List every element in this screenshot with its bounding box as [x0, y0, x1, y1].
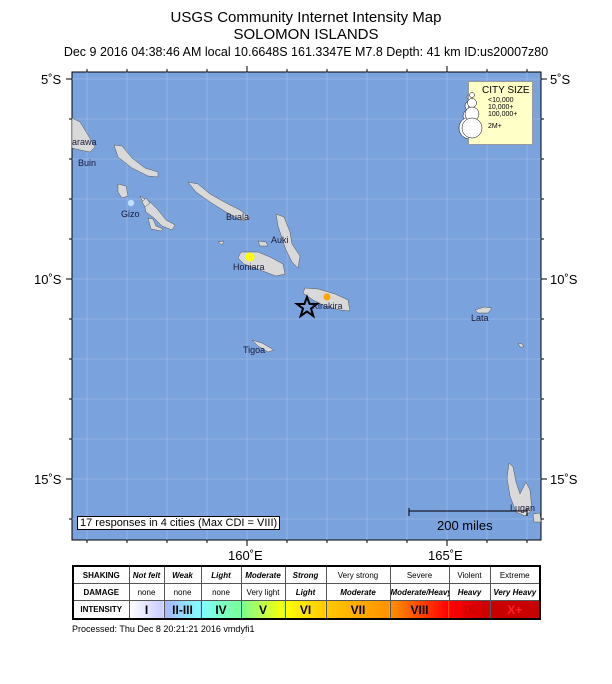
damage-2: none [200, 583, 242, 601]
shaking-2: Light [200, 565, 242, 584]
island-choiseul [113, 144, 159, 178]
shaking-0: Not felt [128, 565, 165, 584]
region-title: SOLOMON ISLANDS [233, 26, 379, 43]
city-size-small: <10,000 [488, 97, 514, 104]
shaking-8: Extreme [489, 565, 541, 584]
lat-label-right-15s: 15˚S [550, 472, 578, 487]
intensity-6: VIII [389, 600, 450, 620]
intensity-legend: SHAKING Not felt Weak Light Moderate Strong Ve… [72, 565, 541, 620]
frame-ticks [66, 66, 547, 546]
intensity-7: IX [448, 600, 491, 620]
island-espiritu-santo [506, 462, 533, 517]
intensity-3: V [240, 600, 286, 620]
shaking-header: SHAKING [72, 565, 130, 584]
lat-label-right-10s: 10˚S [550, 272, 578, 287]
city-size-title: CITY SIZE [482, 85, 530, 96]
island-santa-isabel [187, 181, 251, 222]
city-label-kirakira: Kirakira [312, 301, 343, 311]
ocean [71, 71, 542, 541]
city-label-gizo: Gizo [121, 209, 140, 219]
city-size-2m: 2M+ [488, 123, 502, 130]
shaking-7: Violent [448, 565, 491, 584]
city-label-arawa: arawa [72, 137, 97, 147]
lon-label-160e: 160˚E [228, 548, 263, 563]
intensity-1: II-III [163, 600, 202, 620]
intensity-2: IV [200, 600, 242, 620]
city-label-auki: Auki [271, 235, 289, 245]
city-size-legend: CITY SIZE <10,000 10,000+ 100,000+ 2M+ [468, 81, 533, 145]
island-new-georgia-2 [139, 195, 176, 231]
lon-label-165e: 165˚E [428, 548, 463, 563]
damage-3: Very light [240, 583, 286, 601]
cdi-marker-gizo[interactable] [127, 199, 135, 207]
island-small [517, 342, 525, 348]
shaking-6: Severe [389, 565, 450, 584]
damage-5: Moderate [325, 583, 391, 601]
city-label-lugan: Lugan [510, 503, 536, 513]
damage-4: Light [284, 583, 327, 601]
city-label-buin: Buin [78, 158, 97, 168]
cdi-marker-honiara[interactable] [245, 252, 255, 262]
island-bougainville [71, 117, 96, 153]
island-santa-cruz [474, 306, 493, 314]
shaking-5: Very strong [325, 565, 391, 584]
island-malaita [275, 213, 301, 269]
island-rennell [251, 339, 275, 353]
land [71, 117, 542, 523]
damage-7: Heavy [448, 583, 491, 601]
city-size-10k: 10,000+ [488, 104, 514, 111]
damage-header: DAMAGE [72, 583, 130, 601]
damage-8: Very Heavy [489, 583, 541, 601]
intensity-0: I [128, 600, 165, 620]
lat-label-left-15s: 15˚S [34, 472, 62, 487]
intensity-header: INTENSITY [72, 600, 130, 620]
lat-label-left-10s: 10˚S [34, 272, 62, 287]
shaking-4: Strong [284, 565, 327, 584]
scale-bar [408, 508, 528, 516]
intensity-5: VII [325, 600, 391, 620]
island-new-georgia-1 [117, 183, 129, 199]
city-label-buala: Buala [226, 212, 250, 222]
island-savo [217, 240, 225, 246]
city-label-lata: Lata [471, 313, 489, 323]
cdi-marker-kirakira[interactable] [323, 293, 331, 301]
intensity-row: INTENSITY I II-III IV V VI VII VIII IX X+ [72, 600, 541, 620]
shaking-1: Weak [163, 565, 202, 584]
damage-6: Moderate/Heavy [389, 583, 450, 601]
shaking-3: Moderate [240, 565, 286, 584]
map-title: USGS Community Internet Intensity Map [170, 9, 442, 26]
island-kolombangara [141, 197, 151, 208]
intensity-4: VI [284, 600, 327, 620]
event-info: Dec 9 2016 04:38:46 AM local 10.6648S 16… [63, 45, 549, 59]
responses-summary: 17 responses in 4 cities (Max CDI = VIII… [77, 516, 281, 530]
graticule [72, 72, 541, 540]
island-rendova [147, 217, 164, 232]
processed-timestamp: Processed: Thu Dec 8 20:21:21 2016 vmdyf… [72, 624, 255, 634]
lat-label-right-5s: 5˚S [550, 72, 571, 87]
city-label-honiara: Honiara [233, 262, 265, 272]
damage-row: DAMAGE none none none Very light Light Moderat… [72, 583, 541, 601]
shaking-row: SHAKING Not felt Weak Light Moderate Strong Ve… [72, 565, 541, 584]
island-malakula [532, 512, 542, 523]
island-florida [257, 240, 269, 247]
damage-0: none [128, 583, 165, 601]
damage-1: none [163, 583, 202, 601]
city-size-100k: 100,000+ [488, 111, 518, 118]
scale-label: 200 miles [437, 518, 493, 533]
city-label-tigoa: Tigoa [243, 345, 266, 355]
lat-label-left-5s: 5˚S [41, 72, 62, 87]
epicenter-star-icon [294, 294, 320, 319]
intensity-8: X+ [489, 600, 541, 620]
